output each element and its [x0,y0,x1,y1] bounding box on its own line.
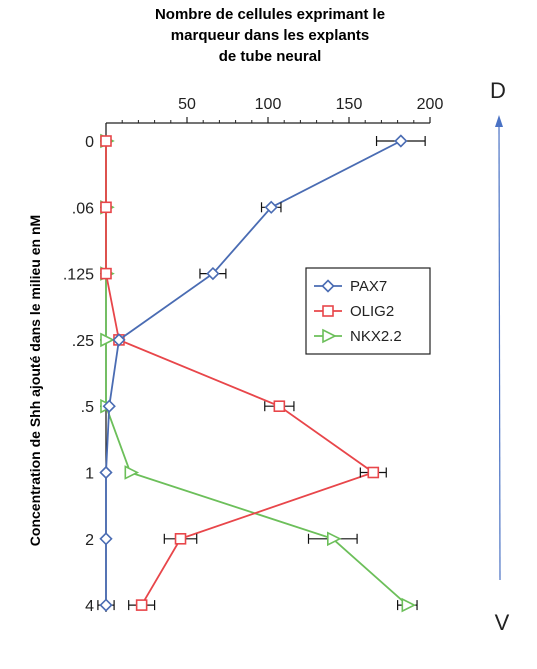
ventral-label: V [495,610,510,635]
axes: 50 100 150 200 0 .06 .125 .25 .5 1 2 4 Concentration… [27,96,443,615]
y-tick-label: .5 [81,399,94,416]
data-point [99,598,113,612]
legend-swatch-marker [322,328,337,344]
legend-swatch-marker [321,279,335,293]
direction-annotation: DV [490,78,510,635]
y-tick-label: .06 [72,200,94,217]
series-nkx2-2 [100,133,418,613]
data-point [100,201,112,214]
dorsal-label: D [490,78,506,103]
legend: PAX7 OLIG2 NKX2.2 [305,267,431,355]
data-point [401,597,417,613]
series-line [105,140,402,606]
y-tick-label: .25 [72,333,94,350]
data-point [99,465,113,480]
data-point [273,400,286,413]
chart-title: Nombre de cellules exprimant le marqueur… [100,4,440,67]
y-tick-label: 2 [85,532,94,549]
chart-title-line-2: marqueur dans les explants [170,27,370,44]
data-point [367,466,380,479]
data-point [100,332,115,348]
data-point [99,532,113,546]
chart-title-line-3: de tube neural [218,48,322,65]
chart-title-line-1: Nombre de cellules exprimant le [154,6,386,23]
x-tick-label: 100 [255,96,282,113]
series-layer [97,133,426,613]
data-point [326,531,342,547]
series-pax7 [97,134,426,612]
data-point [394,134,408,148]
direction-arrow-head [495,115,503,127]
y-axis-label: Concentration de Shh ajouté dans le mili… [27,215,43,546]
y-tick-label: 4 [85,598,94,615]
legend-label: NKX2.2 [350,328,402,345]
data-point [100,135,112,147]
data-point [264,200,278,214]
data-point [135,599,148,611]
data-point [102,399,116,413]
data-point [100,267,112,280]
series-line [105,141,408,606]
legend-label: PAX7 [350,278,387,295]
data-point [112,333,126,347]
direction-arrow-shaft [498,123,501,581]
y-tick-label: .125 [63,267,94,284]
legend-swatch-marker [322,305,334,317]
x-tick-label: 150 [336,96,363,113]
legend-label: OLIG2 [350,303,394,320]
data-point [174,532,187,545]
data-point [206,266,220,281]
y-tick-label: 1 [85,466,94,483]
data-point [124,465,140,480]
x-tick-label: 200 [417,96,444,113]
x-tick-label: 50 [178,96,196,113]
series-line [105,141,376,606]
y-tick-label: 0 [85,134,94,151]
